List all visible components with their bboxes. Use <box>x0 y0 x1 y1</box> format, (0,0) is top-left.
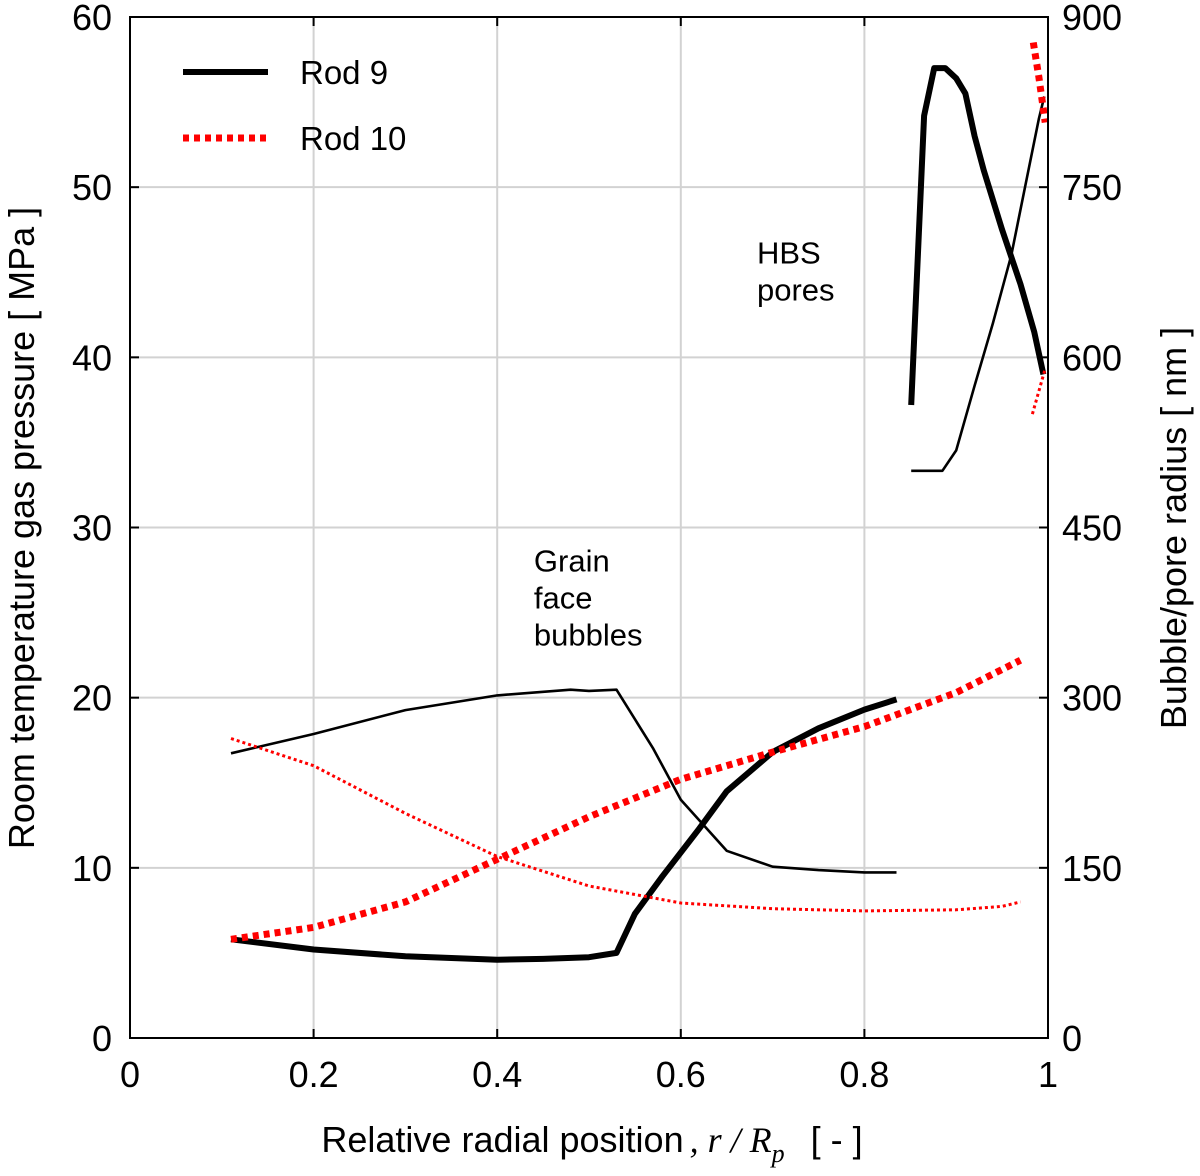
series-line-rod-10-radius-grain-face <box>230 737 1021 913</box>
x-tick-label: 1 <box>1038 1054 1058 1095</box>
series-line-rod-9-radius-grain-face <box>230 688 897 874</box>
x-axis-title-math-sub: p <box>770 1139 785 1168</box>
y-right-tick-label: 450 <box>1062 508 1122 549</box>
y-right-tick-label: 900 <box>1062 0 1122 38</box>
x-axis-title: Relative radial position, r / Rp [ - ] <box>321 1119 862 1168</box>
legend: Rod 9 Rod 10 <box>183 54 406 157</box>
y-axis-right-title: Bubble/pore radius [ nm ] <box>1153 327 1194 729</box>
x-tick-label: 0.4 <box>472 1054 522 1095</box>
annotation-text: bubbles <box>534 618 643 653</box>
series-layer <box>230 41 1049 963</box>
annotation-text: Grain <box>534 544 610 579</box>
x-axis-title-math: , r / R <box>690 1120 772 1160</box>
series-line-rod-10-radius-hbs <box>1030 368 1047 415</box>
x-tick-label: 0.2 <box>289 1054 339 1095</box>
series-line-rod-9-pressure-grain-face <box>230 696 898 963</box>
x-tick-label: 0.8 <box>839 1054 889 1095</box>
series-line-rod-10-pressure-grain-face <box>230 657 1023 943</box>
y-left-tick-label: 40 <box>72 337 112 378</box>
y-left-tick-label: 0 <box>92 1018 112 1059</box>
x-tick-label: 0.6 <box>656 1054 706 1095</box>
series-line-rod-9-pressure-hbs <box>908 65 1047 406</box>
x-axis-title-text: Relative radial position <box>321 1119 683 1160</box>
legend-label-rod-9: Rod 9 <box>300 54 388 91</box>
y-left-tick-label: 20 <box>72 678 112 719</box>
x-tick-label: 0 <box>120 1054 140 1095</box>
y-axis-left-title: Room temperature gas pressure [ MPa ] <box>1 207 42 849</box>
y-right-tick-label: 150 <box>1062 848 1122 889</box>
y-left-tick-label: 30 <box>72 508 112 549</box>
annotation-text: face <box>534 581 593 616</box>
x-axis-title-unit: [ - ] <box>811 1119 863 1160</box>
y-right-tick-label: 0 <box>1062 1018 1082 1059</box>
y-left-tick-label: 60 <box>72 0 112 38</box>
legend-label-rod-10: Rod 10 <box>300 120 406 157</box>
y-right-tick-label: 600 <box>1062 337 1122 378</box>
grid-lines <box>130 17 1048 1038</box>
series-line-rod-10-pressure-hbs <box>1029 41 1049 123</box>
y-left-tick-label: 10 <box>72 848 112 889</box>
series-line-rod-9-radius-hbs <box>911 96 1046 473</box>
y-right-tick-label: 300 <box>1062 678 1122 719</box>
y-right-tick-label: 750 <box>1062 167 1122 208</box>
axis-ticks: 0 0.2 0.4 0.6 0.8 101020304050600150300450600… <box>72 0 1122 1095</box>
annotation-text: pores <box>757 273 835 308</box>
y-left-tick-label: 50 <box>72 167 112 208</box>
annotation-text: HBS <box>757 236 821 271</box>
